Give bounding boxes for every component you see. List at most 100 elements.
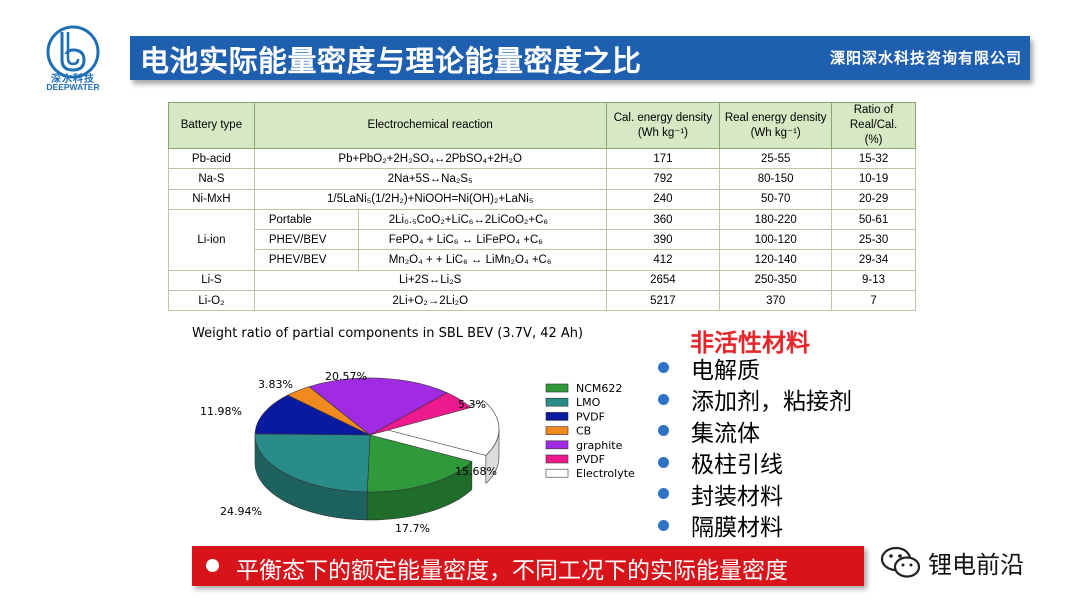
legend-swatch — [545, 468, 569, 478]
cell-reaction: 2Li₀.₅CoO₂+LiC₆↔2LiCoO₂+C₆ — [357, 208, 607, 231]
cell-reaction: Li+2S↔Li₂S — [253, 269, 607, 292]
legend-label: graphite — [576, 439, 623, 452]
list-item-label: 封装材料 — [691, 483, 783, 510]
pie-slice-label: 5.3% — [458, 398, 486, 411]
cell-reaction: Mn₂O₄ + + LiC₆ ↔ LiMn₂O₄ +C₆ — [357, 249, 607, 271]
cell-ratio: 20-29 — [831, 188, 916, 210]
cell-cal: 171 — [605, 147, 721, 170]
table-row: Li-S Li+2S↔Li₂S 2654 250-350 9-13 — [168, 269, 916, 292]
table-row: PHEV/BEV Mn₂O₄ + + LiC₆ ↔ LiMn₂O₄ +C₆ 41… — [169, 249, 916, 271]
cell-real: 80-150 — [719, 168, 833, 190]
energy-density-table: Battery type Electrochemical reaction Ca… — [168, 102, 916, 312]
legend-label: Electrolyte — [576, 467, 635, 480]
table-row: Li-ion Portable 2Li₀.₅CoO₂+LiC₆↔2LiCoO₂+… — [168, 208, 916, 271]
chart-title: Weight ratio of partial components in SB… — [192, 326, 584, 341]
watermark-text: 锂电前沿 — [928, 551, 1024, 579]
wechat-watermark-icon — [880, 546, 921, 578]
cell-ratio: 29-34 — [831, 249, 916, 271]
bullet-icon — [658, 519, 669, 531]
header-battery-type: Battery type — [168, 102, 255, 149]
legend-label: CB — [576, 425, 591, 438]
header-real-density: Real energy density (Wh kg⁻¹) — [719, 102, 833, 149]
cell-type: Na-S — [168, 168, 255, 190]
title-band — [130, 36, 1030, 80]
logo-english-text: DEEPWATER — [46, 82, 100, 92]
cell-ratio: 15-32 — [831, 147, 916, 170]
cell-subtype: PHEV/BEV — [253, 229, 359, 251]
banner-bullet-icon — [206, 559, 219, 572]
cell-real: 370 — [719, 290, 833, 312]
page-title: 电池实际能量密度与理论能量密度之比 — [140, 44, 642, 78]
cell-real: 250-350 — [719, 269, 833, 292]
pie-slice-label: 17.7% — [395, 522, 430, 535]
summary-banner — [192, 546, 864, 586]
bullet-icon — [658, 425, 669, 437]
pie-slice — [369, 392, 472, 436]
cell-cal: 240 — [605, 188, 721, 210]
pie-slice-label: 20.57% — [325, 370, 367, 383]
cell-ratio: 9-13 — [831, 269, 916, 292]
inactive-materials-list: 电解质 添加剂，粘接剂 集流体 极柱引线 封装材料 隔膜材料 — [658, 352, 852, 541]
pie-slice — [254, 394, 371, 436]
cell-cal: 412 — [605, 249, 721, 271]
deepwater-logo-icon — [46, 25, 100, 79]
list-item: 电解质 — [658, 352, 852, 384]
bullet-icon — [658, 393, 669, 405]
pie-slice — [366, 434, 473, 493]
legend-label: NCM622 — [576, 382, 622, 395]
cell-type: Li-ion — [168, 208, 255, 271]
cell-ratio: 25-30 — [831, 229, 916, 251]
cell-type: Pb-acid — [168, 147, 255, 170]
pie-slice — [382, 401, 500, 456]
cell-type: Ni-MxH — [168, 188, 255, 210]
inactive-materials-heading: 非活性材料 — [690, 329, 810, 357]
legend-swatch — [545, 383, 569, 393]
cell-real: 100-120 — [719, 229, 833, 251]
cell-real: 120-140 — [719, 249, 833, 271]
pie-slice-label: 3.83% — [258, 378, 293, 391]
table-row: Ni-MxH 1/5LaNi₅(1/2H₂)+NiOOH=Ni(OH)₂+LaN… — [168, 188, 916, 210]
cell-reaction: 1/5LaNi₅(1/2H₂)+NiOOH=Ni(OH)₂+LaNi₅ — [253, 188, 607, 210]
cell-real: 180-220 — [719, 208, 833, 231]
bullet-icon — [658, 488, 669, 500]
logo-chinese-text: 深水科技 — [51, 74, 95, 85]
table-row: Na-S 2Na+5S↔Na₂S₅ 792 80-150 10-19 — [168, 168, 916, 190]
cell-type: Li-O₂ — [168, 290, 255, 312]
legend-swatch — [545, 412, 569, 421]
list-item-label: 隔膜材料 — [691, 515, 783, 542]
legend-label: PVDF — [576, 453, 605, 466]
cell-reaction: FePO₄ + LiC₆ ↔ LiFePO₄ +C₆ — [357, 229, 607, 251]
header-cal-density: Cal. energy density (Wh kg⁻¹) — [605, 102, 721, 149]
legend-swatch — [545, 440, 569, 450]
cell-real: 50-70 — [719, 188, 833, 210]
table-row: Li-O₂ 2Li+O₂→2Li₂O 5217 370 7 — [168, 290, 916, 312]
legend-swatch — [545, 426, 569, 435]
list-item-label: 添加剂，粘接剂 — [691, 389, 852, 416]
cell-ratio: 10-19 — [831, 168, 916, 190]
header-reaction: Electrochemical reaction — [253, 102, 607, 149]
banner-text: 平衡态下的额定能量密度，不同工况下的实际能量密度 — [236, 558, 788, 584]
pie-slice-label: 24.94% — [220, 505, 262, 518]
list-item: 隔膜材料 — [658, 510, 852, 542]
header-ratio: Ratio of Real/Cal. (%) — [831, 102, 916, 149]
pie-slice — [254, 433, 371, 493]
company-name: 溧阳深水科技咨询有限公司 — [829, 49, 1022, 67]
cell-cal: 360 — [605, 208, 721, 231]
table-row: PHEV/BEV FePO₄ + LiC₆ ↔ LiFePO₄ +C₆ 390 … — [169, 229, 916, 251]
cell-subtype: Portable — [253, 208, 359, 231]
cell-ratio: 50-61 — [831, 208, 916, 231]
bullet-icon — [658, 362, 669, 374]
cell-type: Li-S — [168, 269, 255, 292]
list-item-label: 极柱引线 — [691, 452, 783, 479]
list-item: 封装材料 — [658, 478, 852, 510]
pie-slice — [308, 377, 448, 436]
cell-cal: 792 — [605, 168, 721, 190]
cell-subtype: PHEV/BEV — [253, 249, 359, 271]
table-row: Pb-acid Pb+PbO₂+2H₂SO₄↔2PbSO₄+2H₂O 171 2… — [168, 147, 916, 170]
list-item-label: 电解质 — [691, 357, 760, 384]
cell-cal: 2654 — [605, 269, 721, 292]
pie-slice-label: 15.68% — [455, 465, 497, 478]
legend-label: LMO — [576, 396, 601, 409]
list-item: 添加剂，粘接剂 — [658, 384, 852, 416]
